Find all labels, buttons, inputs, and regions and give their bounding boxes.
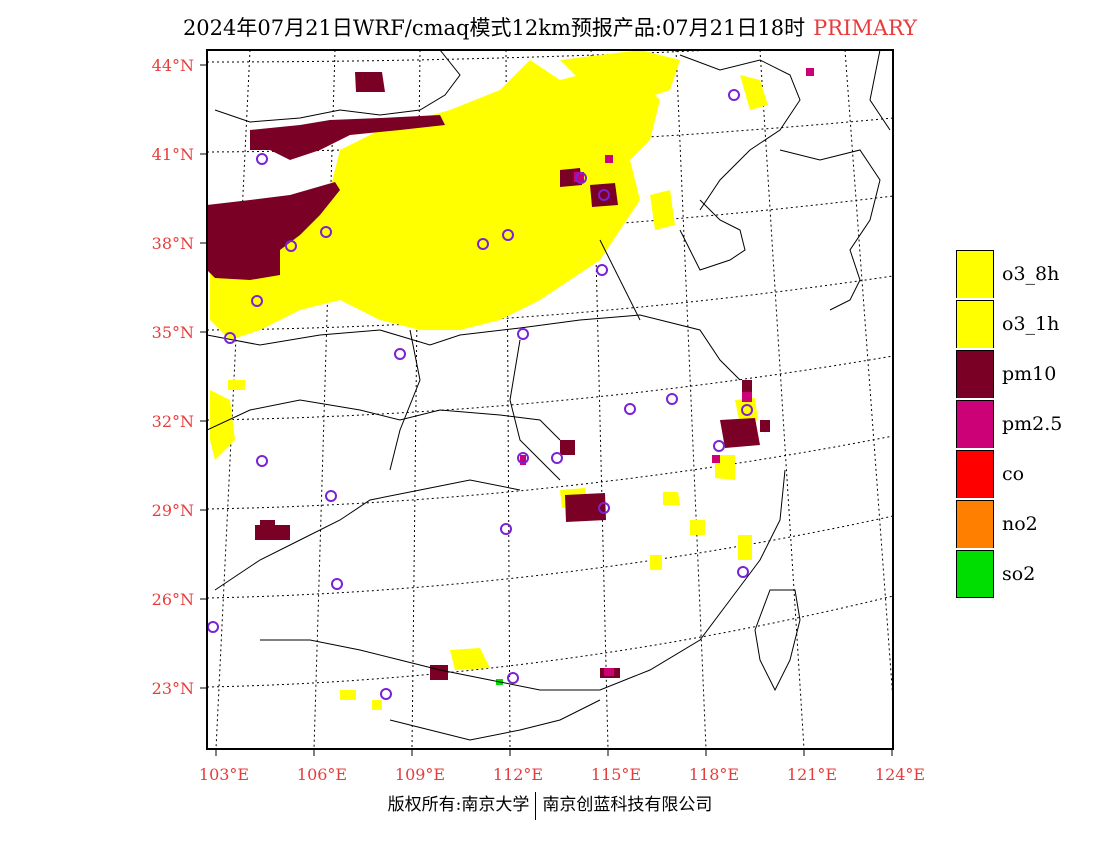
latitude-labels: 44°N 41°N 38°N 35°N 32°N 29°N 26°N 23°N (152, 56, 194, 698)
legend-swatch (956, 300, 994, 348)
map-frame (206, 49, 894, 750)
legend-swatch (956, 550, 994, 598)
legend-item: so2 (956, 549, 1062, 599)
legend-label: so2 (1002, 563, 1036, 585)
lat-label: 38°N (152, 234, 194, 253)
lon-label: 118°E (689, 765, 739, 784)
lon-label: 106°E (297, 765, 347, 784)
lon-label: 124°E (875, 765, 925, 784)
lat-label: 26°N (152, 590, 194, 609)
map-title: 2024年07月21日WRF/cmaq模式12km预报产品:07月21日18时 P… (0, 12, 1100, 42)
legend-swatch (956, 350, 994, 398)
lon-label: 109°E (395, 765, 445, 784)
pm25-region (520, 68, 814, 676)
title-text: 2024年07月21日WRF/cmaq模式12km预报产品:07月21日18时 (182, 16, 806, 40)
lon-label: 112°E (493, 765, 543, 784)
boundary-lines (207, 50, 891, 741)
lat-label: 44°N (152, 56, 194, 75)
primary-tag: PRIMARY (813, 16, 918, 40)
axis-ticks (200, 64, 893, 756)
legend: o3_8h o3_1h pm10 pm2.5 co no2 so2 (956, 249, 1062, 599)
lat-label: 29°N (152, 501, 194, 520)
latitude-lines (207, 50, 893, 688)
copyright-footer: 版权所有:南京大学 南京创蓝科技有限公司 (0, 790, 1100, 820)
pm10-region (207, 72, 770, 680)
footer-divider (535, 791, 537, 820)
legend-label: no2 (1002, 513, 1038, 535)
legend-label: o3_8h (1002, 263, 1060, 285)
legend-swatch (956, 450, 994, 498)
legend-label: o3_1h (1002, 313, 1060, 335)
legend-swatch (956, 400, 994, 448)
lat-label: 35°N (152, 323, 194, 342)
lon-label: 115°E (591, 765, 641, 784)
legend-item: o3_8h (956, 249, 1062, 299)
legend-item: o3_1h (956, 299, 1062, 349)
lat-label: 23°N (152, 679, 194, 698)
ozone-region (210, 50, 768, 710)
lon-label: 103°E (199, 765, 249, 784)
lat-label: 32°N (152, 412, 194, 431)
legend-item: co (956, 449, 1062, 499)
legend-item: pm2.5 (956, 399, 1062, 449)
copyright-left: 版权所有:南京大学 (387, 795, 530, 815)
legend-swatch (956, 500, 994, 548)
legend-label: pm2.5 (1002, 413, 1063, 435)
lon-label: 121°E (787, 765, 837, 784)
legend-swatch (956, 250, 994, 298)
legend-label: pm10 (1002, 363, 1057, 385)
station-markers (207, 89, 753, 700)
copyright-right: 南京创蓝科技有限公司 (542, 795, 713, 815)
longitude-labels: 103°E 106°E 109°E 112°E 115°E 118°E 121°… (199, 765, 925, 784)
legend-label: co (1002, 463, 1025, 485)
legend-item: pm10 (956, 349, 1062, 399)
legend-item: no2 (956, 499, 1062, 549)
lat-label: 41°N (152, 145, 194, 164)
